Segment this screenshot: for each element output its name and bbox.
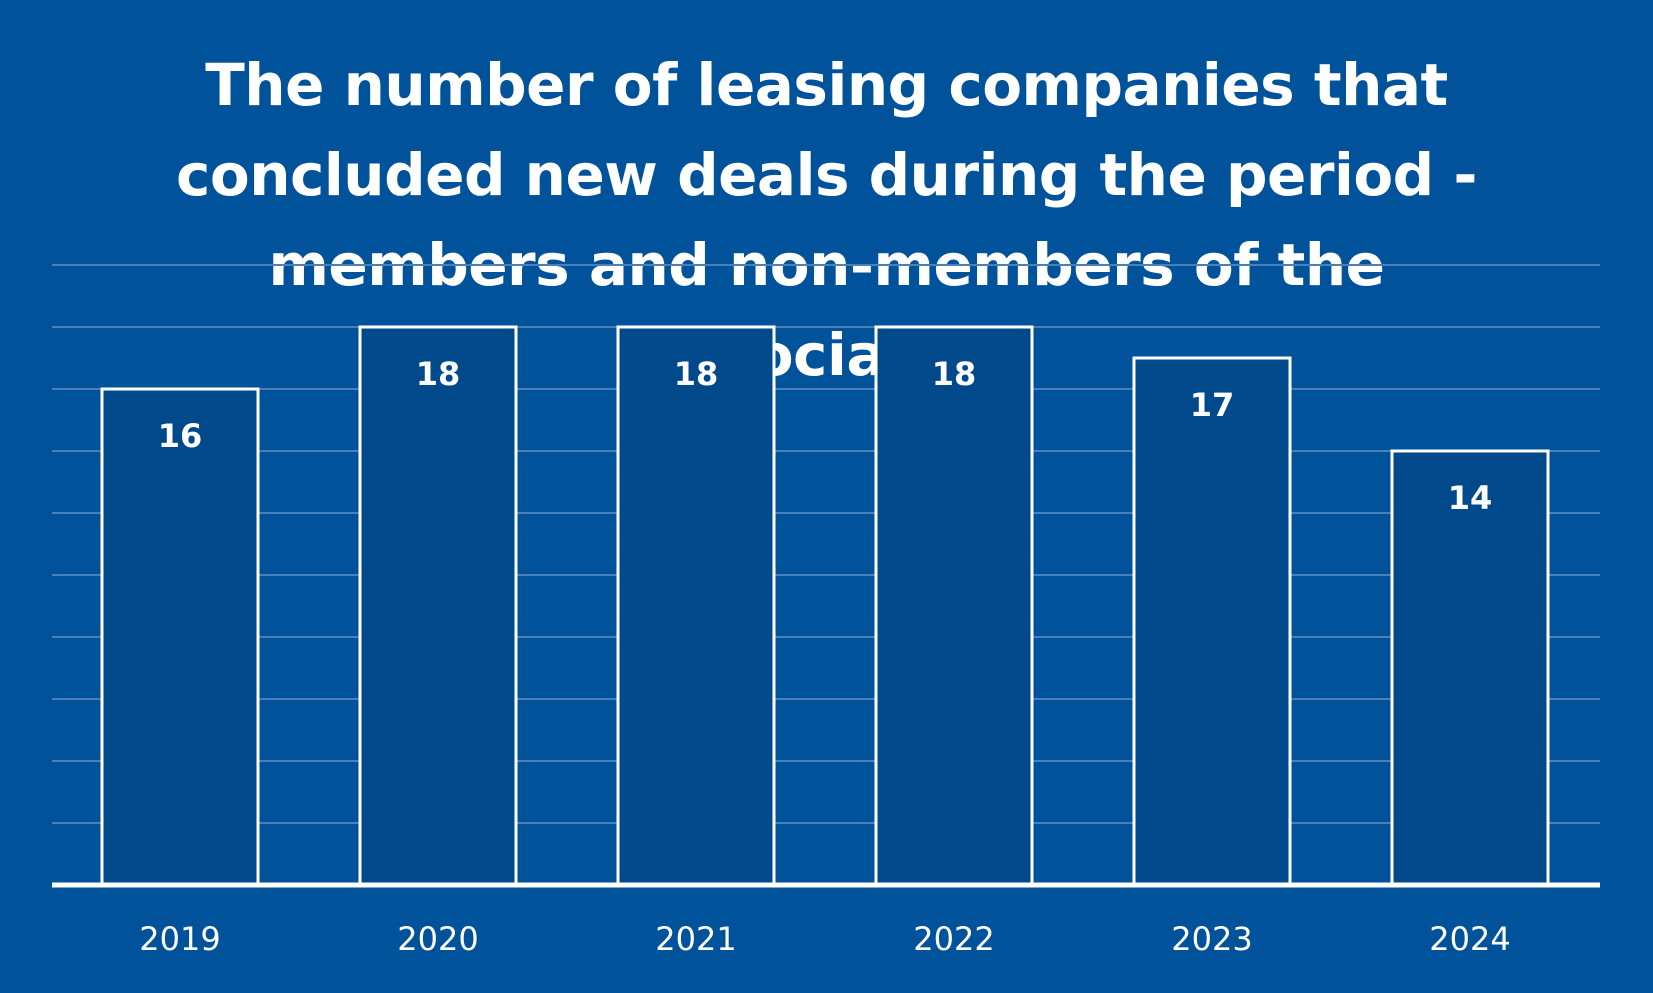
data-labels: 16 18 18 18 17 14 [158, 355, 1493, 517]
x-tick-label-2022: 2022 [913, 920, 994, 958]
data-label-2024: 14 [1448, 479, 1493, 517]
bar-2021 [616, 325, 776, 887]
data-label-2022: 18 [932, 355, 977, 393]
bar-2020 [358, 325, 518, 887]
x-tick-labels: 2019 2020 2021 2022 2023 2024 [139, 920, 1510, 958]
gridlines [52, 264, 1600, 824]
bars [100, 325, 1550, 887]
bar-2023 [1132, 356, 1292, 887]
bar-2022 [874, 325, 1034, 887]
data-label-2020: 18 [416, 355, 461, 393]
x-tick-label-2021: 2021 [655, 920, 736, 958]
data-label-2023: 17 [1190, 386, 1235, 424]
data-label-2021: 18 [674, 355, 719, 393]
data-label-2019: 16 [158, 417, 203, 455]
x-tick-label-2019: 2019 [139, 920, 220, 958]
x-tick-label-2024: 2024 [1429, 920, 1510, 958]
bar-2019 [100, 387, 260, 887]
x-tick-label-2020: 2020 [397, 920, 478, 958]
x-tick-label-2023: 2023 [1171, 920, 1252, 958]
